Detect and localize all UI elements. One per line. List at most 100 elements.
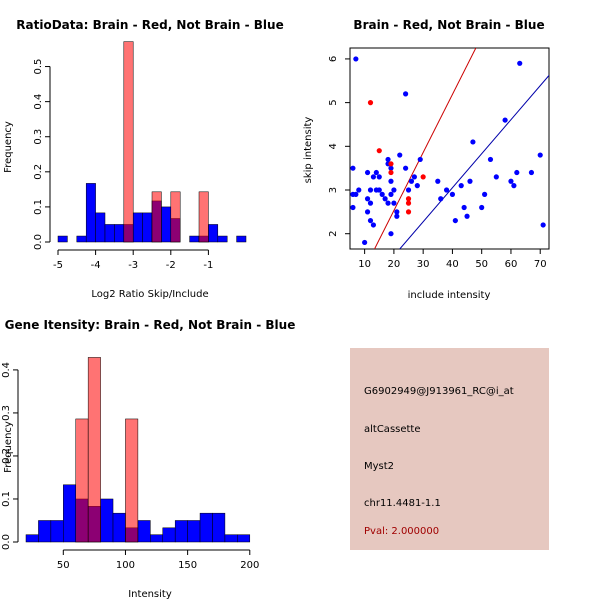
not-brain-point-8 — [367, 187, 374, 193]
intensity-blue-bar-17 — [237, 534, 251, 543]
intensity-blue-bar-3 — [63, 484, 76, 543]
intensity-y-tick-label-3: 0.3 — [1, 405, 12, 421]
intensity-blue-bar-12 — [174, 520, 188, 543]
not-brain-point-42 — [443, 187, 450, 193]
scatter-y-tick-label-1: 3 — [328, 187, 339, 193]
intensity-blue-bar-11 — [162, 527, 176, 543]
not-brain-point-52 — [487, 156, 494, 163]
brain-point-7 — [420, 174, 426, 180]
not-brain-point-38 — [414, 183, 420, 189]
not-brain-point-14 — [370, 174, 377, 180]
not-brain-point-29 — [394, 213, 400, 219]
ratio-blue-bar-12 — [189, 235, 200, 243]
ratio-histogram-bars — [57, 41, 247, 243]
not-brain-point-25 — [385, 200, 391, 206]
brain-point-1 — [376, 148, 382, 154]
scatter-y-tick-label-0: 2 — [328, 231, 339, 237]
not-brain-point-37 — [411, 174, 417, 180]
scatter-y-tick-label-2: 4 — [328, 143, 339, 149]
ratio-red-bar-3 — [198, 191, 209, 243]
brain-point-6 — [405, 209, 412, 215]
scatter-x-tick-label-6: 70 — [534, 259, 547, 270]
not-brain-point-20 — [382, 196, 388, 202]
not-brain-point-40 — [435, 178, 441, 184]
ratio-y-tick-label-4: 0.4 — [33, 94, 44, 110]
not-brain-point-18 — [376, 187, 382, 193]
not-brain-point-15 — [373, 169, 379, 176]
ratio-blue-bar-15 — [217, 235, 228, 243]
brain-point-4 — [405, 196, 412, 202]
not-brain-point-36 — [408, 178, 415, 184]
scatter-x-tick-label-0: 10 — [358, 259, 371, 270]
not-brain-point-10 — [367, 200, 374, 206]
not-brain-point-31 — [388, 231, 394, 237]
scatter-x-tick-label-5: 60 — [505, 259, 518, 270]
event-type: altCassette — [364, 424, 421, 435]
not-brain-point-61 — [540, 222, 546, 228]
not-brain-point-48 — [467, 178, 473, 184]
not-brain-point-33 — [403, 91, 409, 97]
ratio-blue-bar-16 — [236, 235, 247, 243]
not-brain-point-57 — [514, 169, 520, 176]
intensity-blue-bar-0 — [25, 534, 39, 543]
not-brain-point-43 — [449, 191, 456, 197]
ratio-red-bar-2 — [170, 191, 181, 243]
not-brain-point-34 — [403, 165, 409, 171]
not-brain-point-7 — [364, 169, 371, 176]
ratio-blue-bar-10 — [161, 206, 172, 243]
not-brain-point-11 — [364, 209, 371, 215]
intensity-y-tick-label-4: 0.4 — [1, 362, 12, 378]
ratio-x-tick-label-0: -5 — [53, 260, 63, 271]
not-brain-point-9 — [364, 196, 371, 202]
intensity-x-tick-label-1: 100 — [116, 560, 135, 571]
intensity-x-tick-label-3: 200 — [240, 560, 259, 571]
ratio-y-tick-label-3: 0.3 — [33, 129, 44, 145]
brain-fit-line — [373, 48, 477, 249]
not-brain-point-58 — [517, 60, 523, 66]
scatter-title: Brain - Red, Not Brain - Blue — [353, 18, 544, 32]
scatter-x-tick-label-2: 30 — [417, 259, 430, 270]
ratio-histogram-ylabel: Frequency — [3, 121, 14, 173]
intensity-x-tick-label-2: 150 — [178, 560, 197, 571]
gene-name: Myst2 — [364, 461, 395, 472]
intensity-blue-bar-13 — [187, 520, 201, 543]
ratio-x-tick-label-3: -2 — [166, 260, 176, 271]
scatter-fit-lines — [373, 48, 549, 249]
not-brain-point-44 — [452, 217, 458, 224]
not-brain-point-19 — [379, 191, 385, 197]
intensity-histogram-xlabel: Intensity — [128, 589, 172, 600]
intensity-red-bar-0 — [75, 418, 89, 543]
ratio-histogram-panel: RatioData: Brain - Red, Not Brain - Blue… — [3, 18, 284, 300]
ratio-histogram-xlabel: Log2 Ratio Skip/Include — [91, 289, 208, 300]
not-brain-point-32 — [397, 152, 403, 158]
intensity-blue-bar-9 — [137, 520, 151, 543]
not-brain-point-60 — [537, 152, 543, 158]
scatter-x-tick-label-4: 50 — [475, 259, 488, 270]
intensity-x-tick-label-0: 50 — [57, 560, 70, 571]
ratio-blue-bar-0 — [57, 235, 68, 243]
not-brain-point-45 — [458, 183, 464, 189]
intensity-blue-bar-14 — [199, 512, 213, 543]
ratio-blue-bar-1 — [76, 235, 87, 243]
chromosome-location: chr11.4481-1.1 — [364, 498, 441, 509]
not-brain-point-49 — [470, 139, 476, 145]
scatter-ylabel: skip intensity — [303, 117, 314, 184]
scatter-plot-frame — [349, 47, 550, 250]
brain-point-0 — [367, 100, 374, 106]
not-brain-point-22 — [388, 165, 394, 171]
not-brain-point-47 — [464, 213, 470, 219]
intensity-histogram-panel: Gene Itensity: Brain - Red, Not Brain - … — [1, 318, 295, 600]
not-brain-point-4 — [356, 187, 362, 193]
scatter-x-tick-label-3: 40 — [446, 259, 459, 270]
not-brain-point-39 — [417, 156, 423, 163]
intensity-blue-bar-15 — [212, 512, 226, 543]
scatter-xlabel: include intensity — [408, 290, 491, 301]
not-brain-point-6 — [362, 239, 368, 246]
ratio-blue-bar-5 — [114, 224, 125, 243]
not-brain-point-3 — [353, 191, 359, 197]
intensity-histogram-title: Gene Itensity: Brain - Red, Not Brain - … — [5, 318, 296, 332]
intensity-red-bar-1 — [87, 357, 101, 543]
intensity-red-bar-2 — [125, 418, 139, 543]
ratio-y-tick-label-0: 0.0 — [33, 234, 44, 250]
intensity-y-tick-label-1: 0.1 — [1, 491, 12, 507]
